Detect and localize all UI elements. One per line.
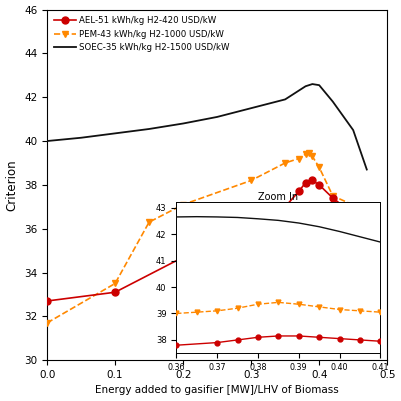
X-axis label: Energy added to gasifier [MW]/LHV of Biomass: Energy added to gasifier [MW]/LHV of Bio…: [95, 385, 339, 395]
PEM-43 kWh/kg H2-1000 USD/kW: [306, 151, 311, 156]
AEL-51 kWh/kg H2-420 USD/kW: [113, 290, 117, 295]
SOEC-35 kWh/kg H2-1500 USD/kW: [45, 139, 49, 144]
AEL-51 kWh/kg H2-420 USD/kW: [249, 229, 253, 233]
AEL-51 kWh/kg H2-420 USD/kW: [181, 255, 186, 259]
PEM-43 kWh/kg H2-1000 USD/kW: [365, 209, 369, 214]
SOEC-35 kWh/kg H2-1500 USD/kW: [330, 99, 335, 104]
Line: SOEC-35 kWh/kg H2-1500 USD/kW: SOEC-35 kWh/kg H2-1500 USD/kW: [47, 84, 367, 170]
PEM-43 kWh/kg H2-1000 USD/kW: [303, 152, 308, 156]
Y-axis label: Criterion: Criterion: [6, 159, 18, 211]
AEL-51 kWh/kg H2-420 USD/kW: [310, 178, 315, 183]
SOEC-35 kWh/kg H2-1500 USD/kW: [365, 167, 369, 172]
PEM-43 kWh/kg H2-1000 USD/kW: [330, 193, 335, 198]
Line: AEL-51 kWh/kg H2-420 USD/kW: AEL-51 kWh/kg H2-420 USD/kW: [44, 177, 370, 304]
SOEC-35 kWh/kg H2-1500 USD/kW: [113, 131, 117, 136]
PEM-43 kWh/kg H2-1000 USD/kW: [45, 320, 49, 325]
Legend: AEL-51 kWh/kg H2-420 USD/kW, PEM-43 kWh/kg H2-1000 USD/kW, SOEC-35 kWh/kg H2-150: AEL-51 kWh/kg H2-420 USD/kW, PEM-43 kWh/…: [51, 14, 232, 55]
SOEC-35 kWh/kg H2-1500 USD/kW: [310, 82, 315, 87]
SOEC-35 kWh/kg H2-1500 USD/kW: [303, 84, 308, 89]
AEL-51 kWh/kg H2-420 USD/kW: [330, 196, 335, 200]
AEL-51 kWh/kg H2-420 USD/kW: [365, 222, 369, 227]
SOEC-35 kWh/kg H2-1500 USD/kW: [317, 83, 322, 87]
PEM-43 kWh/kg H2-1000 USD/kW: [310, 154, 315, 159]
PEM-43 kWh/kg H2-1000 USD/kW: [113, 281, 117, 286]
SOEC-35 kWh/kg H2-1500 USD/kW: [249, 106, 253, 111]
AEL-51 kWh/kg H2-420 USD/kW: [296, 189, 301, 194]
PEM-43 kWh/kg H2-1000 USD/kW: [296, 156, 301, 161]
AEL-51 kWh/kg H2-420 USD/kW: [317, 182, 322, 187]
AEL-51 kWh/kg H2-420 USD/kW: [283, 205, 288, 209]
SOEC-35 kWh/kg H2-1500 USD/kW: [283, 97, 288, 102]
AEL-51 kWh/kg H2-420 USD/kW: [303, 180, 308, 185]
SOEC-35 kWh/kg H2-1500 USD/kW: [351, 128, 356, 132]
PEM-43 kWh/kg H2-1000 USD/kW: [283, 160, 288, 165]
SOEC-35 kWh/kg H2-1500 USD/kW: [79, 136, 83, 140]
PEM-43 kWh/kg H2-1000 USD/kW: [147, 220, 152, 225]
AEL-51 kWh/kg H2-420 USD/kW: [45, 299, 49, 304]
SOEC-35 kWh/kg H2-1500 USD/kW: [215, 115, 219, 119]
SOEC-35 kWh/kg H2-1500 USD/kW: [147, 127, 152, 132]
PEM-43 kWh/kg H2-1000 USD/kW: [181, 202, 186, 207]
PEM-43 kWh/kg H2-1000 USD/kW: [317, 165, 322, 170]
SOEC-35 kWh/kg H2-1500 USD/kW: [181, 121, 186, 126]
Line: PEM-43 kWh/kg H2-1000 USD/kW: PEM-43 kWh/kg H2-1000 USD/kW: [44, 150, 370, 326]
PEM-43 kWh/kg H2-1000 USD/kW: [249, 178, 253, 183]
